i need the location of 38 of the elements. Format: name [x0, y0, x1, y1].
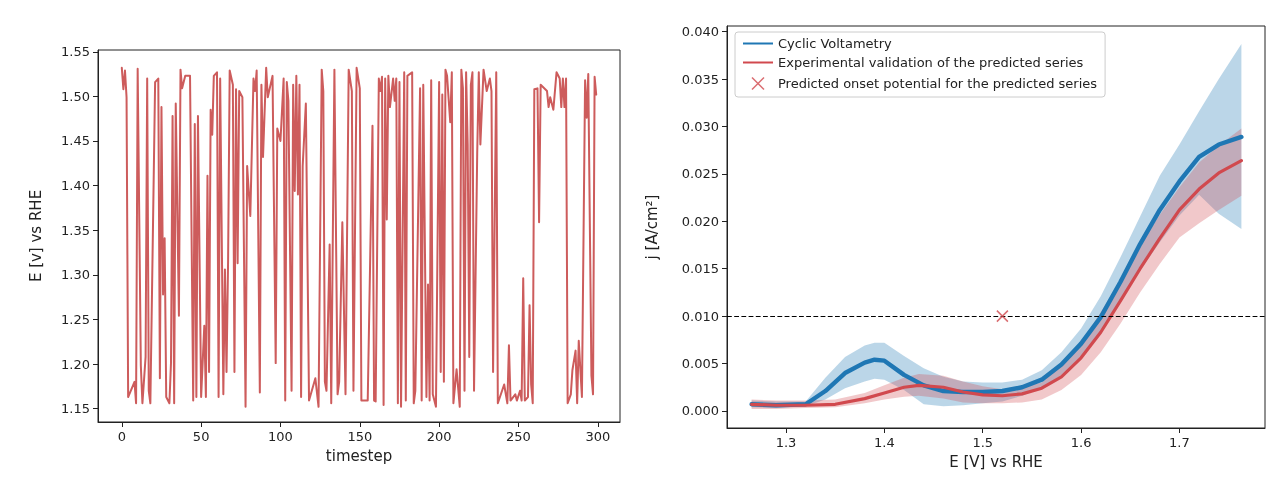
x-axis-title: E [V] vs RHE: [949, 452, 1043, 471]
x-tick-label: 1.4: [874, 435, 895, 450]
legend-label: Predicted onset potential for the predicted series: [778, 76, 1098, 91]
y-axis-title: j [A/cm²]: [642, 194, 661, 261]
x-tick-label: 0: [117, 429, 126, 444]
x-tick-label: 250: [506, 429, 531, 444]
x-tick-label: 1.5: [972, 435, 994, 450]
y-tick-label: 1.20: [61, 356, 90, 372]
y-tick-label: 0.040: [681, 24, 719, 40]
x-tick-label: 300: [585, 429, 611, 444]
y-tick-label: 1.40: [61, 178, 90, 194]
x-tick-label: 1.3: [775, 435, 797, 450]
y-tick-label: 1.45: [61, 133, 90, 149]
y-tick-label: 1.30: [61, 267, 90, 283]
x-tick-label: 150: [347, 429, 373, 444]
y-tick-label: 1.15: [61, 401, 90, 417]
y-tick-label: 0.020: [681, 213, 719, 229]
x-tick-label: 50: [192, 429, 210, 444]
x-tick-label: 100: [268, 429, 293, 444]
line-series: [120, 66, 598, 408]
y-tick-label: 1.50: [61, 88, 90, 104]
x-tick-label: 200: [426, 429, 452, 444]
x-tick-label: 1.6: [1070, 435, 1092, 450]
y-tick-label: 0.030: [681, 119, 719, 134]
y-tick-label: 1.35: [61, 222, 90, 238]
y-tick-label: 0.035: [681, 71, 719, 87]
y-tick-label: 0.000: [681, 403, 719, 419]
y-axis-title: E [v] vs RHE: [26, 189, 45, 283]
y-tick-label: 1.25: [61, 311, 90, 327]
x-axis-title: timestep: [325, 446, 393, 465]
x-tick-label: 1.7: [1169, 435, 1190, 450]
y-tick-label: 0.025: [681, 166, 719, 182]
y-tick-label: 0.005: [681, 356, 719, 372]
y-tick-label: 0.015: [681, 261, 719, 277]
y-tick-label: 1.55: [61, 44, 90, 60]
legend-label: Cyclic Voltametry: [778, 36, 893, 51]
y-tick-label: 0.010: [681, 308, 719, 324]
legend-label: Experimental validation of the predicted series: [778, 55, 1084, 70]
